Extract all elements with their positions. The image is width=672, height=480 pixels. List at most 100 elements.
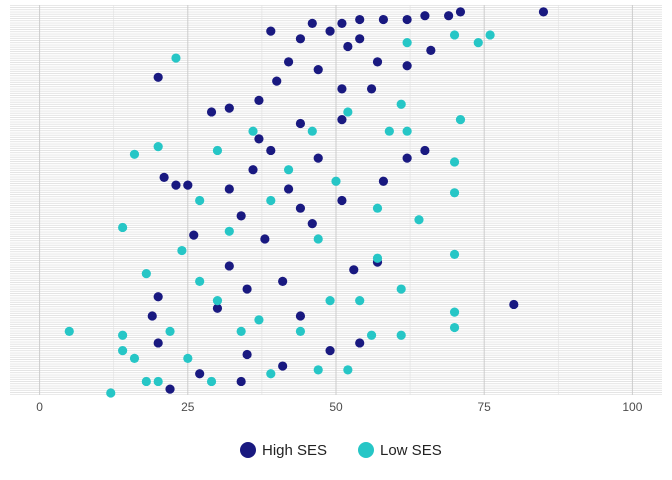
point xyxy=(272,76,282,86)
point xyxy=(248,126,258,136)
point xyxy=(420,145,430,156)
point xyxy=(64,326,74,336)
point xyxy=(355,14,365,25)
point xyxy=(396,99,406,109)
legend-label: High SES xyxy=(262,442,327,459)
point xyxy=(195,369,205,379)
point xyxy=(538,7,549,17)
point xyxy=(313,365,323,375)
point xyxy=(153,376,163,387)
point xyxy=(343,365,353,375)
point xyxy=(153,142,163,152)
point xyxy=(372,57,383,67)
point xyxy=(343,41,353,52)
x-tick-label: 0 xyxy=(36,400,43,414)
point xyxy=(129,353,140,363)
x-tick-label: 100 xyxy=(622,400,642,414)
point xyxy=(153,292,163,302)
point xyxy=(325,296,335,306)
point xyxy=(449,30,460,40)
point xyxy=(349,265,359,275)
point xyxy=(307,18,317,28)
point xyxy=(118,330,128,340)
point xyxy=(248,165,258,175)
point xyxy=(325,346,335,356)
point xyxy=(355,34,365,44)
point xyxy=(331,176,341,186)
point xyxy=(378,176,389,186)
point xyxy=(366,330,377,340)
point xyxy=(242,284,252,294)
point xyxy=(449,322,460,333)
point xyxy=(325,26,335,36)
point xyxy=(159,172,169,182)
point xyxy=(372,253,383,263)
point xyxy=(355,296,365,306)
point xyxy=(141,269,151,279)
point xyxy=(236,326,246,336)
point xyxy=(402,153,412,163)
point xyxy=(165,326,175,336)
point xyxy=(118,346,128,356)
point xyxy=(455,7,466,17)
point xyxy=(295,118,306,129)
legend-label: Low SES xyxy=(380,442,442,459)
point xyxy=(426,45,436,55)
point xyxy=(420,11,430,21)
point xyxy=(278,361,288,371)
point xyxy=(165,384,175,394)
point xyxy=(183,353,193,363)
x-tick-label: 75 xyxy=(478,400,492,414)
point xyxy=(266,369,276,379)
point xyxy=(212,145,223,156)
point xyxy=(266,145,276,156)
point xyxy=(402,38,412,48)
point xyxy=(141,376,151,387)
point xyxy=(366,84,377,94)
point xyxy=(171,180,181,190)
point xyxy=(337,115,347,125)
point xyxy=(254,134,264,144)
point xyxy=(402,14,412,25)
point xyxy=(402,61,412,71)
point xyxy=(372,203,383,213)
point xyxy=(396,330,406,340)
point xyxy=(295,203,306,213)
point xyxy=(212,303,223,313)
point xyxy=(224,226,234,236)
point xyxy=(337,84,347,94)
point xyxy=(449,307,460,317)
point xyxy=(195,276,205,286)
point xyxy=(183,180,193,190)
point xyxy=(455,115,466,125)
point xyxy=(402,126,412,136)
point xyxy=(343,107,353,117)
point xyxy=(283,184,294,194)
point xyxy=(106,388,116,398)
point xyxy=(129,149,140,159)
point xyxy=(224,261,234,271)
point xyxy=(171,53,181,63)
point xyxy=(295,34,306,44)
x-tick-label: 50 xyxy=(329,400,343,414)
point xyxy=(378,14,389,25)
legend-swatch xyxy=(240,442,256,458)
point xyxy=(449,249,460,259)
point xyxy=(444,11,454,21)
point xyxy=(449,188,460,198)
point xyxy=(153,338,163,348)
point xyxy=(485,30,495,40)
point xyxy=(313,234,323,244)
point xyxy=(212,296,223,306)
point xyxy=(224,103,234,113)
point xyxy=(224,184,234,194)
point xyxy=(266,26,276,36)
point xyxy=(254,315,264,325)
point xyxy=(147,311,157,321)
point xyxy=(283,165,294,175)
point xyxy=(313,65,323,75)
point xyxy=(384,126,394,136)
point xyxy=(189,230,199,240)
point xyxy=(195,195,205,206)
point xyxy=(337,18,347,28)
